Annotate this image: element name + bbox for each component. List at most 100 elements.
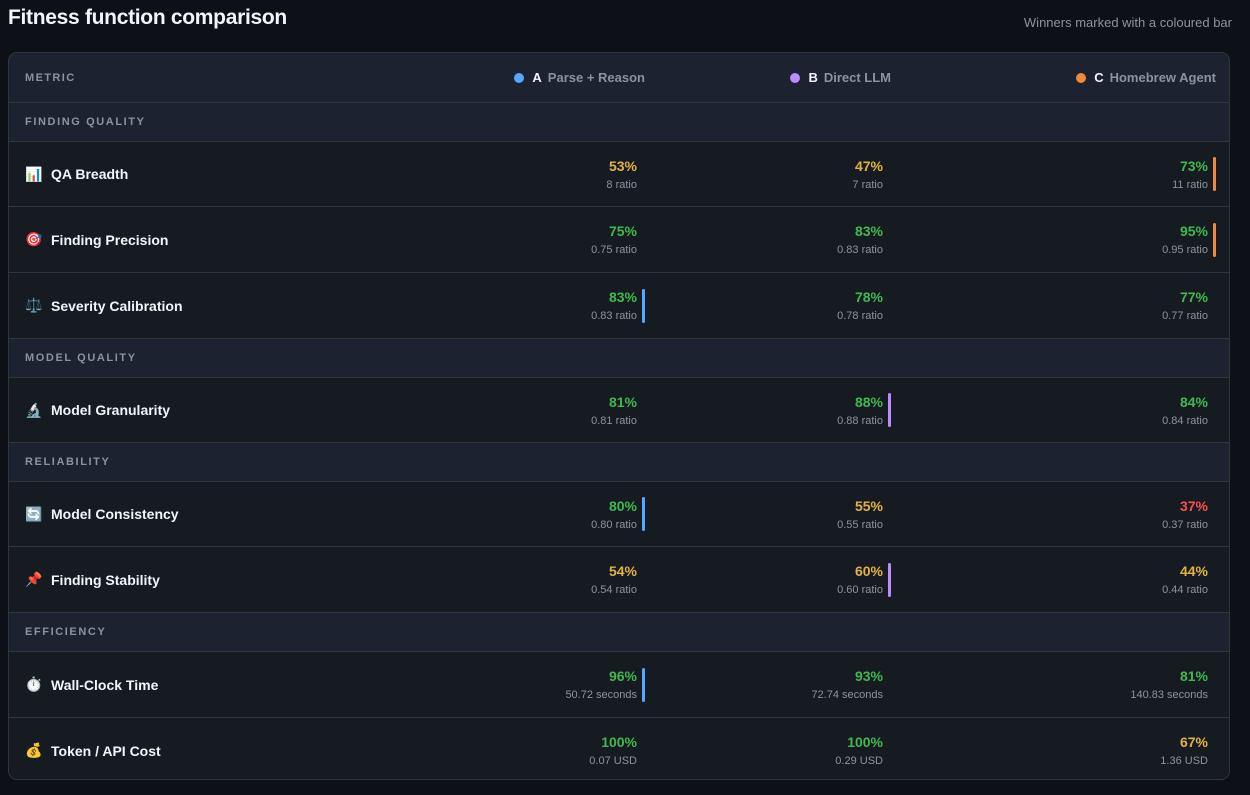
- score-percent: 54%: [608, 563, 637, 579]
- score-cell-a: 53% 8 ratio: [403, 157, 645, 192]
- score-percent: 81%: [1179, 668, 1208, 684]
- column-header-a: A Parse + Reason: [403, 70, 645, 85]
- score-raw-value: 0.95 ratio: [1162, 244, 1208, 256]
- stopwatch-icon: ⏱️: [25, 676, 43, 692]
- winner-bar: [1213, 157, 1216, 191]
- score-cell-a: 54% 0.54 ratio: [403, 562, 645, 597]
- metric-label: Finding Stability: [51, 571, 160, 588]
- score-percent: 81%: [608, 393, 637, 410]
- score-percent: 83%: [854, 223, 883, 239]
- page-title: Fitness function comparison: [8, 6, 287, 29]
- score-raw-value: 0.84 ratio: [1162, 414, 1208, 427]
- table-row: 🔄 Model Consistency 80% 0.80 ratio 55% 0.55 r…: [9, 482, 1229, 547]
- section-header: FINDING QUALITY: [9, 103, 1229, 142]
- column-letter: B: [808, 70, 818, 85]
- refresh-icon: 🔄: [25, 505, 43, 522]
- score-cell-b: 78% 0.78 ratio: [645, 288, 891, 323]
- score-raw-value: 0.60 ratio: [837, 584, 883, 596]
- series-c-dot-icon: [1076, 72, 1087, 83]
- score-cell-b: 55% 0.55 ratio: [645, 497, 891, 532]
- score-raw-value: 0.83 ratio: [837, 244, 883, 256]
- score-cell-a: 83% 0.83 ratio: [403, 288, 645, 323]
- metric-name: ⏱️ Wall-Clock Time: [9, 676, 403, 693]
- score-percent: 77%: [1179, 289, 1208, 305]
- score-cell-a: 75% 0.75 ratio: [403, 222, 645, 257]
- table-row: 🔬 Model Granularity 81% 0.81 ratio 88% 0.88 r…: [9, 378, 1229, 443]
- score-raw-value: 0.83 ratio: [591, 310, 637, 322]
- score-raw-value: 0.44 ratio: [1162, 584, 1208, 596]
- score-percent: 88%: [854, 393, 883, 410]
- score-cell-b: 88% 0.88 ratio: [645, 393, 891, 428]
- score-raw-value: 7 ratio: [852, 178, 883, 191]
- score-raw-value: 0.75 ratio: [591, 244, 637, 256]
- score-raw-value: 50.72 seconds: [565, 689, 637, 701]
- table-row: 💰 Token / API Cost 100% 0.07 USD 100% 0.29 US…: [9, 718, 1229, 779]
- metric-name: 🎯 Finding Precision: [9, 231, 403, 248]
- score-percent: 83%: [608, 289, 637, 305]
- winner-bar: [888, 393, 891, 427]
- score-percent: 100%: [601, 734, 637, 750]
- money-bag-icon: 💰: [25, 742, 43, 758]
- score-cell-a: 80% 0.80 ratio: [403, 497, 645, 532]
- score-percent: 60%: [854, 563, 883, 579]
- winner-bar: [642, 288, 645, 323]
- score-cell-a: 81% 0.81 ratio: [403, 393, 645, 428]
- metric-name: 📌 Finding Stability: [9, 571, 403, 588]
- table-body: FINDING QUALITY 📊 QA Breadth 53% 8 ratio 47% 7…: [9, 103, 1229, 779]
- metric-label: Model Granularity: [51, 402, 171, 418]
- metric-name: 💰 Token / API Cost: [9, 742, 403, 759]
- score-percent: 93%: [854, 668, 883, 684]
- metric-label: Severity Calibration: [51, 297, 183, 314]
- score-percent: 75%: [608, 223, 637, 239]
- table-row: ⏱️ Wall-Clock Time 96% 50.72 seconds 93% 72.7…: [9, 652, 1229, 718]
- score-raw-value: 0.78 ratio: [837, 310, 883, 322]
- score-cell-b: 100% 0.29 USD: [645, 733, 891, 768]
- score-cell-b: 93% 72.74 seconds: [645, 667, 891, 702]
- metric-name: 📊 QA Breadth: [9, 166, 403, 183]
- score-raw-value: 0.37 ratio: [1162, 518, 1208, 531]
- score-percent: 67%: [1179, 734, 1208, 750]
- column-name: Parse + Reason: [547, 70, 645, 85]
- score-percent: 100%: [847, 734, 883, 750]
- score-raw-value: 140.83 seconds: [1130, 689, 1208, 701]
- score-cell-a: 96% 50.72 seconds: [403, 667, 645, 702]
- table-row: ⚖️ Severity Calibration 83% 0.83 ratio 78% 0.…: [9, 273, 1229, 339]
- metric-label: Model Consistency: [51, 506, 179, 522]
- score-raw-value: 0.54 ratio: [591, 584, 637, 596]
- score-percent: 95%: [1179, 223, 1208, 239]
- score-percent: 73%: [1179, 157, 1208, 174]
- column-letter: A: [532, 70, 542, 85]
- column-name: Direct LLM: [823, 70, 891, 85]
- score-cell-c: 37% 0.37 ratio: [891, 497, 1216, 532]
- score-cell-c: 44% 0.44 ratio: [891, 562, 1216, 597]
- score-percent: 44%: [1179, 563, 1208, 579]
- score-percent: 53%: [608, 157, 637, 174]
- winner-bar: [642, 497, 645, 531]
- score-percent: 78%: [854, 289, 883, 305]
- metric-label: QA Breadth: [51, 166, 129, 182]
- score-cell-c: 67% 1.36 USD: [891, 733, 1216, 768]
- score-raw-value: 0.81 ratio: [591, 414, 637, 427]
- score-percent: 37%: [1179, 497, 1208, 514]
- score-raw-value: 0.88 ratio: [837, 414, 883, 427]
- metric-name: 🔄 Model Consistency: [9, 506, 403, 523]
- score-cell-c: 77% 0.77 ratio: [891, 288, 1216, 323]
- table-row: 🎯 Finding Precision 75% 0.75 ratio 83% 0.83 r…: [9, 207, 1229, 273]
- section-header: MODEL QUALITY: [9, 339, 1229, 378]
- score-raw-value: 1.36 USD: [1160, 755, 1208, 767]
- score-percent: 96%: [608, 668, 637, 684]
- score-cell-a: 100% 0.07 USD: [403, 733, 645, 768]
- metric-label: Wall-Clock Time: [51, 676, 159, 693]
- score-cell-c: 73% 11 ratio: [891, 157, 1216, 192]
- score-percent: 55%: [854, 497, 883, 514]
- score-raw-value: 72.74 seconds: [811, 689, 883, 701]
- score-raw-value: 0.80 ratio: [591, 518, 637, 531]
- page-subtitle: Winners marked with a coloured bar: [1023, 15, 1232, 30]
- score-raw-value: 0.55 ratio: [837, 518, 883, 531]
- column-letter: C: [1094, 70, 1104, 85]
- winner-bar: [642, 667, 645, 702]
- score-cell-c: 84% 0.84 ratio: [891, 393, 1216, 428]
- score-raw-value: 0.29 USD: [835, 755, 883, 767]
- winner-bar: [1213, 222, 1216, 257]
- table-row: 📊 QA Breadth 53% 8 ratio 47% 7 ratio 73% 11 rat…: [9, 142, 1229, 207]
